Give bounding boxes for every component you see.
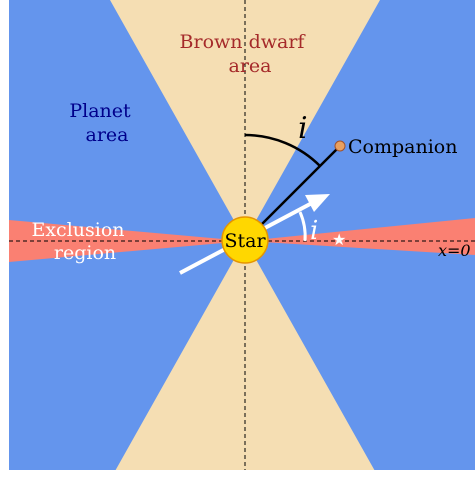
inclination-label: i	[298, 111, 308, 146]
inclination-star-label: i	[310, 216, 318, 246]
brown-dwarf-label: Brown dwarf	[180, 31, 307, 53]
inclination-arc	[244, 133, 321, 167]
exclusion-region	[9, 218, 475, 262]
exclusion-label: Exclusion	[31, 219, 124, 241]
brown-dwarf-cone-bottom	[115, 240, 375, 470]
arrow-head	[305, 194, 330, 212]
star-symbol: ★	[332, 230, 346, 249]
inclination-star-arc	[298, 211, 307, 242]
background: Brown dwarf area Planet area Exclusion r…	[9, 0, 475, 470]
axis-label: x=0	[438, 241, 471, 260]
planet-label: Planet	[69, 100, 131, 122]
brown-dwarf-label: area	[229, 55, 272, 77]
companion-label: Companion	[348, 136, 457, 158]
planet-label: area	[86, 124, 129, 146]
companion	[334, 140, 346, 152]
star	[221, 216, 269, 264]
star-label: Star	[224, 230, 266, 252]
exclusion-label: region	[54, 242, 116, 264]
